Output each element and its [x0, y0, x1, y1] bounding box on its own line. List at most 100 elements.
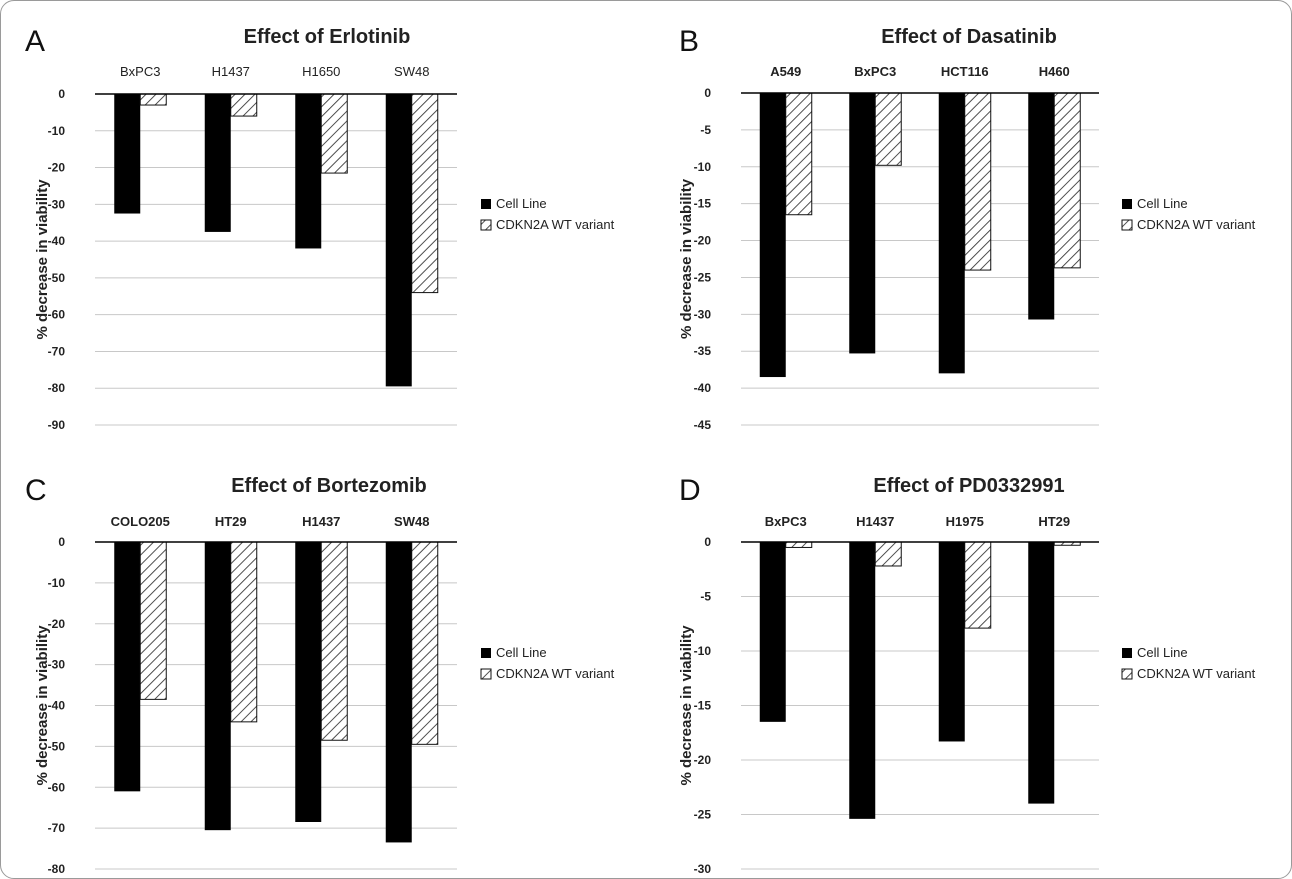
- category-label: A549: [770, 64, 801, 79]
- y-tick-label: -30: [694, 307, 712, 321]
- bar-cdkn2a-wt-variant: [874, 92, 902, 166]
- y-tick-label: -35: [694, 344, 712, 358]
- category-label: COLO205: [111, 514, 170, 529]
- y-axis-label: % decrease in viability: [678, 178, 695, 339]
- y-tick-label: -10: [48, 124, 66, 138]
- bar-cdkn2a-wt-variant: [874, 541, 902, 567]
- panel-letter: D: [679, 474, 701, 507]
- y-tick-label: 0: [704, 535, 711, 549]
- y-tick-label: -20: [694, 234, 712, 248]
- legend: Cell Line CDKN2A WT variant: [480, 196, 615, 232]
- chart-title: Effect of Bortezomib: [231, 475, 427, 497]
- y-tick-label: -20: [48, 161, 66, 175]
- bar-cdkn2a-wt-variant: [1053, 92, 1081, 269]
- category-label: H1437: [212, 64, 250, 79]
- bar-cell-line: [1028, 93, 1055, 320]
- y-tick-label: -90: [48, 418, 66, 432]
- legend-label-cell-line: Cell Line: [496, 196, 547, 211]
- bar-cell-line: [385, 542, 412, 843]
- y-tick-label: -70: [48, 344, 66, 358]
- y-tick-label: -25: [694, 808, 712, 822]
- bar-cdkn2a-wt-variant: [139, 541, 167, 700]
- legend-swatch-cdkn2a-wt-variant: [480, 219, 492, 231]
- bar-cell-line: [114, 94, 141, 214]
- legend-label-cdkn2a-wt-variant: CDKN2A WT variant: [496, 666, 615, 681]
- y-tick-label: -30: [694, 862, 712, 876]
- y-tick-label: -30: [48, 197, 66, 211]
- y-tick-label: -15: [694, 699, 712, 713]
- chart-panel-d: D Effect of PD0332991 0 -5 -10 -15 -20 -25 -30 % …: [678, 474, 1256, 876]
- legend-swatch-cdkn2a-wt-variant: [480, 668, 492, 680]
- bar-cdkn2a-wt-variant: [964, 541, 992, 629]
- legend: Cell Line CDKN2A WT variant: [1121, 196, 1256, 232]
- legend: Cell Line CDKN2A WT variant: [480, 645, 615, 681]
- bar-cdkn2a-wt-variant: [320, 541, 348, 741]
- y-tick-label: 0: [58, 87, 65, 101]
- bar-cell-line: [385, 94, 412, 387]
- chart-title: Effect of Erlotinib: [244, 26, 411, 48]
- category-label: HT29: [215, 514, 247, 529]
- y-tick-label: -45: [694, 418, 712, 432]
- category-label: H1437: [856, 514, 894, 529]
- y-tick-label: 0: [704, 86, 711, 100]
- y-tick-label: -40: [48, 699, 66, 713]
- y-tick-label: 0: [58, 535, 65, 549]
- y-tick-label: -50: [48, 739, 66, 753]
- bar-cell-line: [938, 542, 965, 742]
- legend-label-cell-line: Cell Line: [496, 645, 547, 660]
- y-axis-label: % decrease in viability: [34, 179, 51, 340]
- category-label: H1650: [302, 64, 340, 79]
- legend-label-cdkn2a-wt-variant: CDKN2A WT variant: [496, 217, 615, 232]
- bar-cell-line: [204, 94, 231, 232]
- legend-swatch-cell-line: [1122, 199, 1132, 209]
- y-tick-label: -50: [48, 271, 66, 285]
- bar-cell-line: [295, 542, 322, 822]
- legend-label-cdkn2a-wt-variant: CDKN2A WT variant: [1137, 666, 1256, 681]
- bar-cell-line: [295, 94, 322, 249]
- category-label: H460: [1039, 64, 1070, 79]
- bar-cdkn2a-wt-variant: [411, 93, 439, 294]
- y-tick-label: -10: [694, 644, 712, 658]
- y-axis-label: % decrease in viability: [678, 625, 695, 786]
- legend-swatch-cell-line: [481, 648, 491, 658]
- bar-cdkn2a-wt-variant: [785, 92, 813, 216]
- legend-label-cell-line: Cell Line: [1137, 196, 1188, 211]
- legend-swatch-cdkn2a-wt-variant: [1121, 219, 1133, 231]
- y-tick-label: -10: [694, 160, 712, 174]
- chart-title: Effect of PD0332991: [873, 475, 1064, 497]
- chart-panel-b: B Effect of Dasatinib 0 -5 -10 -15 -20 -25 -30 -3…: [678, 25, 1256, 432]
- category-label: BxPC3: [120, 64, 160, 79]
- legend-swatch-cell-line: [1122, 648, 1132, 658]
- y-tick-label: -60: [48, 780, 66, 794]
- category-label: SW48: [394, 514, 429, 529]
- bar-cell-line: [759, 542, 786, 722]
- category-label: H1975: [946, 514, 984, 529]
- bar-cdkn2a-wt-variant: [411, 541, 439, 745]
- y-tick-label: -20: [48, 617, 66, 631]
- panel-letter: B: [679, 25, 699, 58]
- bar-cdkn2a-wt-variant: [230, 541, 258, 723]
- bar-cell-line: [114, 542, 141, 792]
- bar-cell-line: [759, 93, 786, 378]
- bar-cell-line: [1028, 542, 1055, 804]
- y-tick-label: -80: [48, 862, 66, 876]
- legend-label-cdkn2a-wt-variant: CDKN2A WT variant: [1137, 217, 1256, 232]
- y-tick-label: -20: [694, 753, 712, 767]
- bar-cell-line: [204, 542, 231, 831]
- category-label: H1437: [302, 514, 340, 529]
- chart-panel-a: A Effect of Erlotinib 0 -10 -20 -30 -40 -50 -60 -…: [25, 25, 615, 432]
- y-tick-label: -60: [48, 308, 66, 322]
- y-tick-label: -30: [48, 658, 66, 672]
- bar-cdkn2a-wt-variant: [230, 93, 258, 117]
- legend-label-cell-line: Cell Line: [1137, 645, 1188, 660]
- chart-panel-c: C Effect of Bortezomib 0 -10 -20 -30 -40 -50 -60…: [25, 474, 615, 876]
- category-label: BxPC3: [765, 514, 807, 529]
- legend: Cell Line CDKN2A WT variant: [1121, 645, 1256, 681]
- y-tick-label: -25: [694, 270, 712, 284]
- bar-cell-line: [849, 542, 876, 819]
- legend-swatch-cell-line: [481, 199, 491, 209]
- category-label: SW48: [394, 64, 429, 79]
- bar-cell-line: [849, 93, 876, 354]
- y-tick-label: -80: [48, 381, 66, 395]
